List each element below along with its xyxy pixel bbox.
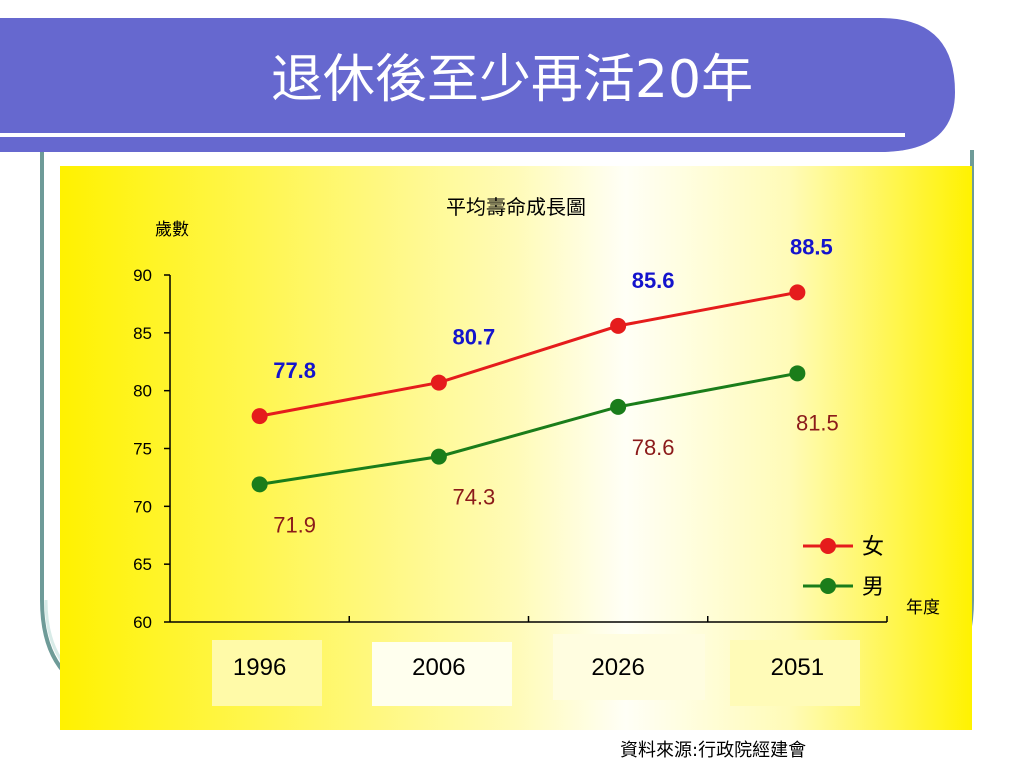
legend-swatch-marker [820,538,836,554]
data-point [430,374,447,391]
title-underline [0,133,905,137]
title-banner [0,18,955,152]
x-tick-label: 2006 [412,654,465,681]
x-tick-label: 2026 [591,654,644,681]
data-point [789,365,806,382]
data-label: 85.6 [632,268,675,293]
category-box-1 [212,640,322,706]
data-point [610,398,627,415]
y-tick-label: 90 [133,266,152,285]
data-point [251,408,268,425]
y-axis-label: 歲數 [155,220,189,239]
data-point [610,317,627,334]
x-tick-label: 2051 [771,654,824,681]
category-box-2 [372,642,512,706]
data-point [430,448,447,465]
y-tick-label: 85 [133,324,152,343]
y-tick-label: 70 [133,497,152,516]
data-label: 88.5 [790,234,833,259]
source-note: 資料來源:行政院經建會 [620,740,807,761]
series-line-2 [259,371,798,486]
data-point [789,284,806,301]
data-label: 78.6 [632,435,675,460]
chart-title: 平均壽命成長圖 [446,196,586,219]
series-line-1 [259,290,798,418]
category-box-3 [553,634,705,700]
legend-entry: 男 [862,574,884,599]
x-axis-label: 年度 [906,598,940,617]
legend-entry: 女 [862,534,884,559]
slide-title: 退休後至少再活20年 [270,50,754,110]
data-label: 71.9 [273,512,316,537]
data-label: 81.5 [796,410,839,435]
data-label: 80.7 [452,325,495,350]
y-tick-label: 80 [133,382,152,401]
chart-panel [60,166,972,730]
x-tick-label: 1996 [233,654,286,681]
category-box-4 [730,640,860,706]
y-tick-label: 75 [133,440,152,459]
data-label: 74.3 [452,485,495,510]
y-tick-label: 65 [133,555,152,574]
data-point [251,476,268,493]
legend-swatch-marker [820,578,836,594]
y-tick-label: 60 [133,613,152,632]
data-label: 77.8 [273,358,316,383]
